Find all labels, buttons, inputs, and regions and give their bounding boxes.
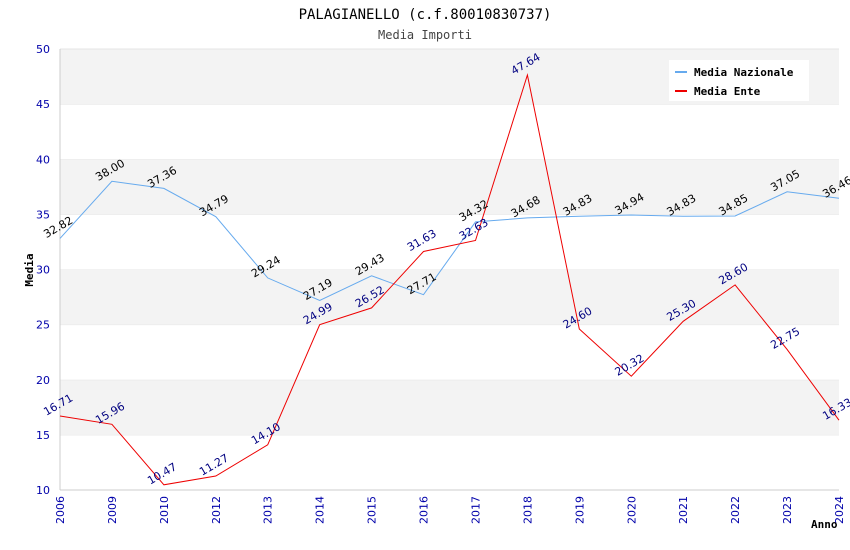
grid-band — [60, 434, 839, 490]
x-axis-ticks: 2006 2009 2010 2012 2013 2014 2015 2016 2017 2018… — [54, 496, 846, 524]
x-tick-label: 2016 — [418, 496, 431, 524]
chart-title: PALAGIANELLO (c.f.80010830737) — [299, 7, 552, 23]
y-tick-label: 45 — [36, 98, 50, 111]
x-tick-label: 2022 — [729, 496, 742, 524]
grid-bands — [59, 48, 839, 491]
x-tick-label: 2014 — [314, 496, 327, 524]
x-tick-label: 2012 — [210, 496, 223, 524]
grid-band — [60, 159, 839, 215]
legend-entry: Media Ente — [694, 85, 761, 98]
y-axis-ticks: 10 15 20 25 30 35 40 45 50 — [36, 43, 50, 497]
y-tick-label: 50 — [36, 43, 50, 56]
grid-band — [60, 379, 839, 435]
grid-band — [60, 214, 839, 270]
x-tick-label: 2018 — [521, 496, 534, 524]
x-tick-label: 2019 — [573, 496, 586, 524]
y-tick-label: 25 — [36, 319, 50, 332]
x-tick-label: 2024 — [833, 496, 846, 524]
series-line-media-ente — [59, 73, 840, 486]
grid-band — [60, 324, 839, 380]
x-tick-label: 2023 — [781, 496, 794, 524]
grid-band — [60, 269, 839, 325]
y-tick-label: 20 — [36, 374, 50, 387]
y-axis-label: Media — [23, 253, 36, 286]
legend-box — [669, 60, 809, 101]
x-tick-label: 2010 — [158, 496, 171, 524]
y-tick-label: 10 — [36, 484, 50, 497]
grid-band — [60, 104, 839, 160]
x-axis-label: Anno — [811, 518, 838, 531]
legend-entry: Media Nazionale — [694, 66, 794, 79]
y-tick-label: 35 — [36, 208, 50, 221]
x-tick-label: 2015 — [366, 496, 379, 524]
x-tick-label: 2009 — [106, 496, 119, 524]
series-lines — [59, 73, 840, 486]
legend: Media Nazionale Media Ente — [669, 60, 809, 101]
y-tick-label: 30 — [36, 264, 50, 277]
x-tick-label: 2013 — [262, 496, 275, 524]
x-tick-label: 2017 — [469, 496, 482, 524]
x-tick-label: 2006 — [54, 496, 67, 524]
x-tick-label: 2020 — [625, 496, 638, 524]
x-tick-label: 2021 — [677, 496, 690, 524]
series-line-media-nazionale — [59, 180, 840, 302]
y-tick-label: 15 — [36, 429, 50, 442]
chart-subtitle: Media Importi — [378, 28, 472, 42]
y-tick-label: 40 — [36, 153, 50, 166]
